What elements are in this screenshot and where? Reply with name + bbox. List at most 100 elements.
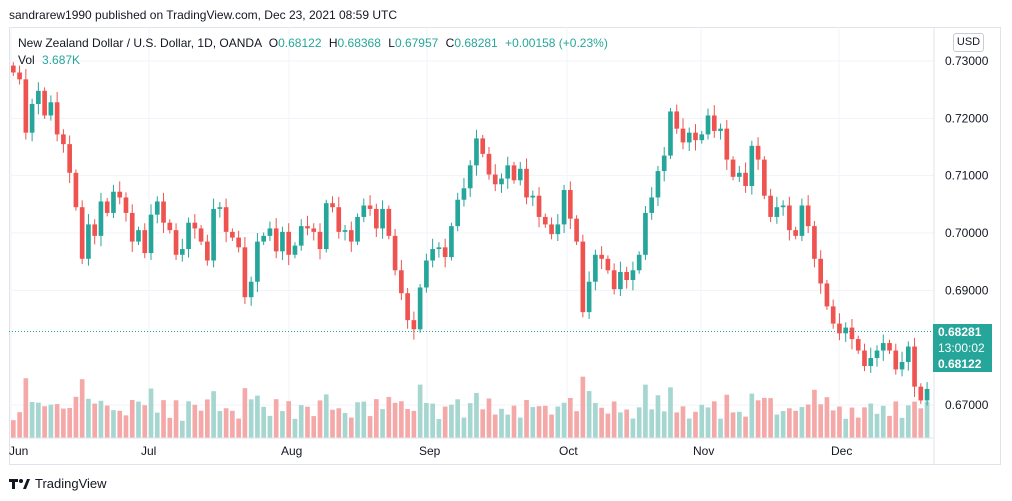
candle-body	[154, 201, 160, 215]
volume-bar	[605, 413, 611, 438]
candle-body	[780, 205, 786, 208]
volume-bar	[430, 403, 435, 438]
volume-bar	[399, 401, 404, 438]
candle-body	[186, 222, 191, 250]
brand-name: TradingView	[35, 476, 107, 491]
candle-body	[593, 254, 598, 282]
volume-bar	[305, 406, 310, 438]
volume-bar	[855, 417, 861, 438]
candle-body	[311, 228, 317, 232]
price-tick-label: 0.71000	[945, 169, 989, 183]
candle-body	[29, 104, 35, 133]
volume-bar	[36, 402, 41, 438]
volume-bar	[73, 396, 79, 438]
volume-bar	[280, 411, 285, 438]
volume-bar	[336, 408, 342, 438]
volume-bar	[192, 404, 198, 438]
candle-body	[724, 128, 730, 160]
candle-body	[812, 226, 817, 259]
candle-body	[505, 165, 511, 179]
volume-bar	[805, 404, 811, 438]
candle-body	[749, 145, 755, 186]
volume-bar	[424, 402, 429, 438]
candle-body	[430, 249, 435, 261]
candle-body	[305, 226, 310, 229]
candle-body	[211, 208, 216, 261]
candle-body	[417, 287, 423, 330]
volume-bar	[286, 401, 292, 438]
candle-body	[480, 138, 486, 154]
candle-body	[862, 350, 867, 367]
volume-bar	[649, 409, 655, 438]
volume-bar	[555, 406, 561, 438]
candle-body	[880, 343, 886, 351]
tradingview-brand[interactable]: TradingView	[9, 476, 107, 491]
volume-bar	[111, 410, 116, 438]
candle-body	[837, 323, 842, 334]
candle-body	[511, 165, 517, 181]
candle-body	[711, 115, 717, 131]
volume-bar	[355, 402, 360, 438]
volume-bar	[455, 399, 461, 438]
tradingview-logo-icon	[9, 478, 30, 489]
volume-bar	[48, 404, 54, 438]
volume-bar	[924, 401, 930, 438]
volume-bar	[142, 405, 148, 438]
candle-body	[148, 214, 154, 254]
candle-body	[386, 208, 392, 236]
candle-body	[655, 171, 661, 198]
candle-body	[580, 241, 586, 313]
volume-bar	[849, 407, 855, 438]
open-value: 0.68122	[278, 36, 322, 50]
volume-bar	[129, 400, 135, 438]
volume-bar	[173, 400, 179, 438]
candle-body	[643, 212, 648, 255]
candle-body	[17, 72, 22, 80]
volume-bar	[248, 399, 254, 438]
volume-bar	[837, 406, 842, 438]
currency-button[interactable]: USD	[953, 33, 984, 52]
candle-body	[223, 207, 229, 232]
symbol-title[interactable]: New Zealand Dollar / U.S. Dollar, 1D, OA…	[18, 36, 262, 50]
volume-bar	[98, 400, 104, 438]
volume-bar	[593, 402, 598, 438]
volume-bar	[261, 406, 266, 438]
volume-bar	[23, 378, 29, 438]
candlestick-chart[interactable]: 0.73000 0.72000 0.71000 0.70000 0.69000 0.670…	[9, 27, 1001, 465]
volume-bar	[711, 401, 717, 438]
candle-body	[799, 205, 805, 236]
volume-bar	[86, 398, 91, 438]
candle-body	[668, 111, 673, 156]
open-price-tag: 0.68122	[933, 356, 992, 372]
candle-body	[330, 203, 335, 208]
volume-bar	[843, 418, 849, 438]
candle-body	[805, 205, 811, 227]
candle-body	[48, 102, 54, 116]
volume-bar	[348, 417, 354, 438]
volume-bar	[54, 404, 60, 438]
candle-body	[924, 388, 930, 401]
volume-bar	[868, 403, 874, 438]
candle-body	[348, 230, 354, 242]
volume-bar	[530, 407, 536, 438]
volume-bar	[624, 409, 629, 438]
candle-body	[205, 241, 210, 261]
volume-bar	[79, 379, 85, 438]
volume-bar	[123, 415, 129, 438]
volume-bar	[117, 410, 123, 438]
candle-body	[768, 195, 773, 217]
candle-body	[380, 208, 385, 229]
volume-bar	[787, 408, 792, 438]
candle-body	[317, 231, 323, 250]
candle-body	[361, 205, 367, 217]
candle-body	[774, 207, 780, 217]
candle-body	[611, 270, 617, 290]
volume-bar	[342, 413, 348, 438]
volume-bar	[161, 400, 166, 438]
time-tick-label: Dec	[831, 444, 852, 458]
volume-bar	[743, 416, 748, 438]
volume-bar	[492, 414, 498, 438]
candle-body	[636, 254, 642, 271]
candle-body	[467, 165, 473, 189]
price-tick-label: 0.73000	[945, 54, 989, 68]
